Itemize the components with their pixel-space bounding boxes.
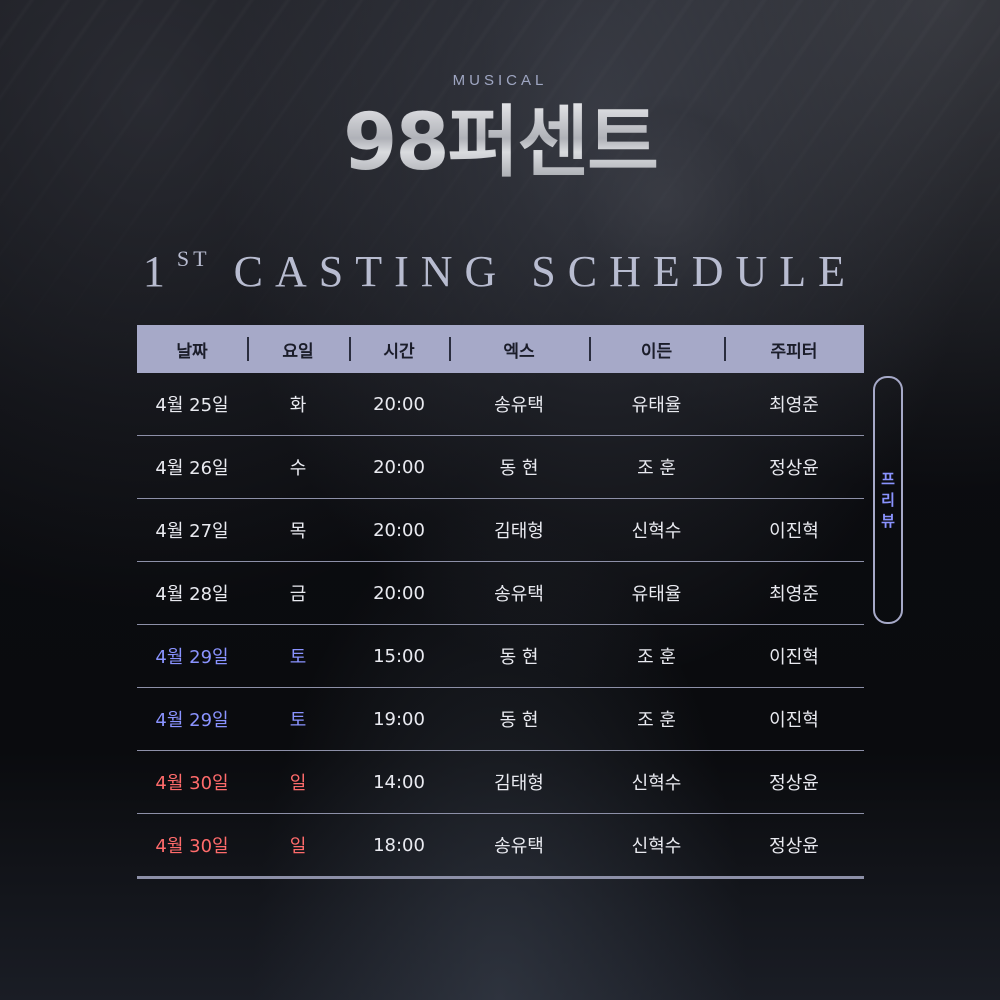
column-header-eden: 이든 — [589, 325, 724, 373]
x-cast-cell: 동 현 — [499, 647, 539, 668]
jupiter-cast-cell: 최영준 — [769, 584, 819, 605]
eden-cast-cell: 유태율 — [631, 395, 682, 416]
table-row: 4월 28일 금 20:00 송유택 유태율 최영준 — [137, 562, 864, 625]
jupiter-cast-cell: 최영준 — [769, 395, 819, 416]
x-cast-cell: 김태형 — [494, 773, 544, 794]
table-row: 4월 30일 일 18:00 송유택 신혁수 정상윤 — [137, 814, 864, 879]
column-header-day: 요일 — [247, 325, 349, 373]
time-cell: 15:00 — [373, 645, 425, 667]
jupiter-cast-cell: 이진혁 — [769, 647, 819, 668]
x-cast-cell: 송유택 — [494, 395, 544, 416]
eden-cast-cell: 조 훈 — [637, 710, 676, 731]
show-logo-title: 98퍼센트 — [0, 98, 1000, 188]
date-cell: 4월 26일 — [155, 458, 229, 479]
x-cast-cell: 송유택 — [494, 584, 544, 605]
preview-char: 프 — [881, 469, 895, 488]
jupiter-cast-cell: 정상윤 — [769, 773, 819, 794]
time-cell: 18:00 — [373, 834, 425, 856]
column-header-jupiter: 주피터 — [724, 325, 864, 373]
date-cell: 4월 29일 — [155, 710, 229, 731]
date-cell: 4월 29일 — [155, 647, 229, 668]
subtitle-ordinal: ST — [176, 246, 211, 272]
preview-bracket: 프 리 뷰 — [873, 376, 903, 624]
date-cell: 4월 30일 — [155, 773, 229, 794]
jupiter-cast-cell: 정상윤 — [769, 836, 819, 857]
day-cell: 일 — [289, 773, 307, 794]
date-cell: 4월 27일 — [155, 521, 229, 542]
date-cell: 4월 25일 — [155, 395, 229, 416]
day-cell: 목 — [289, 521, 307, 542]
casting-schedule-title: 1ST CASTING SCHEDULE — [0, 246, 1000, 297]
eden-cast-cell: 신혁수 — [631, 773, 682, 794]
background-moon — [560, 95, 770, 305]
column-header-date: 날짜 — [176, 341, 208, 362]
column-header-time: 시간 — [349, 325, 449, 373]
eden-cast-cell: 조 훈 — [637, 458, 676, 479]
table-row: 4월 26일 수 20:00 동 현 조 훈 정상윤 — [137, 436, 864, 499]
eden-cast-cell: 유태율 — [631, 584, 682, 605]
column-header-x: 엑스 — [449, 325, 589, 373]
eden-cast-cell: 신혁수 — [631, 836, 682, 857]
time-cell: 20:00 — [373, 582, 425, 604]
day-cell: 금 — [289, 584, 307, 605]
day-cell: 화 — [289, 395, 307, 416]
preview-char: 리 — [881, 490, 895, 509]
preview-char: 뷰 — [881, 511, 895, 530]
time-cell: 20:00 — [373, 519, 425, 541]
jupiter-cast-cell: 이진혁 — [769, 710, 819, 731]
x-cast-cell: 동 현 — [499, 458, 539, 479]
day-cell: 토 — [289, 647, 307, 668]
jupiter-cast-cell: 정상윤 — [769, 458, 819, 479]
day-cell: 일 — [289, 836, 307, 857]
jupiter-cast-cell: 이진혁 — [769, 521, 819, 542]
time-cell: 14:00 — [373, 771, 425, 793]
date-cell: 4월 30일 — [155, 836, 229, 857]
eden-cast-cell: 조 훈 — [637, 647, 676, 668]
casting-table: 날짜 요일 시간 엑스 이든 주피터 4월 25일 화 20:00 송유택 유태율 최영준… — [137, 325, 864, 879]
table-row: 4월 25일 화 20:00 송유택 유태율 최영준 — [137, 373, 864, 436]
eden-cast-cell: 신혁수 — [631, 521, 682, 542]
day-cell: 토 — [289, 710, 307, 731]
table-row: 4월 29일 토 15:00 동 현 조 훈 이진혁 — [137, 625, 864, 688]
date-cell: 4월 28일 — [155, 584, 229, 605]
subtitle-number: 1 — [142, 247, 177, 296]
musical-label: MUSICAL — [452, 72, 548, 89]
table-row: 4월 30일 일 14:00 김태형 신혁수 정상윤 — [137, 751, 864, 814]
table-header: 날짜 요일 시간 엑스 이든 주피터 — [137, 325, 864, 373]
day-cell: 수 — [289, 458, 307, 479]
table-row: 4월 29일 토 19:00 동 현 조 훈 이진혁 — [137, 688, 864, 751]
time-cell: 19:00 — [373, 708, 425, 730]
table-row: 4월 27일 목 20:00 김태형 신혁수 이진혁 — [137, 499, 864, 562]
x-cast-cell: 송유택 — [494, 836, 544, 857]
time-cell: 20:00 — [373, 456, 425, 478]
time-cell: 20:00 — [373, 393, 425, 415]
subtitle-text: CASTING SCHEDULE — [210, 247, 858, 296]
x-cast-cell: 동 현 — [499, 710, 539, 731]
x-cast-cell: 김태형 — [494, 521, 544, 542]
